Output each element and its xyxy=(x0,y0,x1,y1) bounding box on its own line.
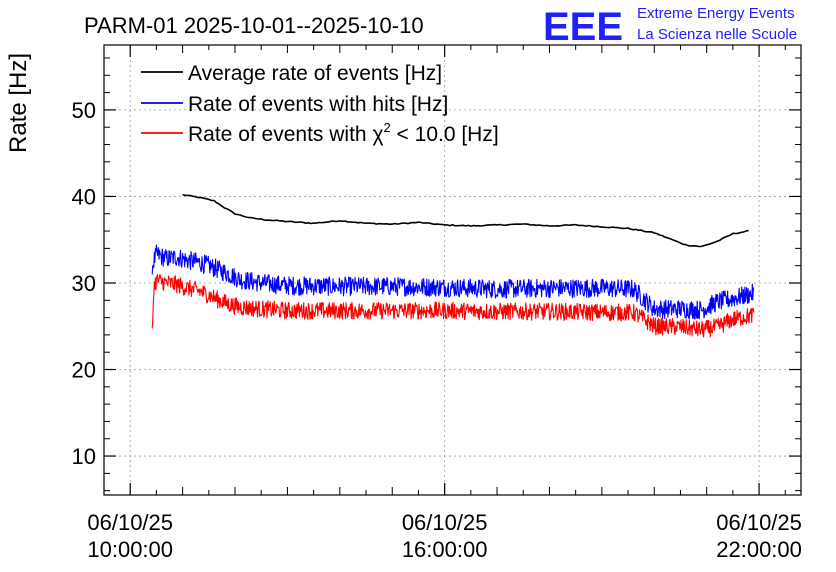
series-line-chi2-rate xyxy=(151,273,755,338)
legend-chi-superscript: 2 xyxy=(383,120,390,135)
y-tick-label: 20 xyxy=(72,358,96,383)
x-tick-label-time: 22:00:00 xyxy=(716,537,802,562)
legend: Average rate of events [Hz] Rate of even… xyxy=(141,62,499,146)
series-line-hits-rate xyxy=(151,244,755,320)
data-series xyxy=(151,193,755,338)
x-tick-label-date: 06/10/25 xyxy=(87,510,173,535)
legend-chi2-suffix: < 10.0 [Hz] xyxy=(391,123,499,146)
plot-frame xyxy=(103,44,802,496)
legend-chi2-prefix: Rate of events with xyxy=(188,123,372,146)
brand-line-2: La Scienza nelle Scuole xyxy=(637,26,797,43)
x-tick-label-date: 06/10/25 xyxy=(402,510,488,535)
axis-ticks: 102030405006/10/2510:00:0006/10/2516:00:… xyxy=(72,45,802,562)
series-line-average-rate xyxy=(182,193,749,248)
eee-logo: EEE Extreme Energy Events La Scienza nel… xyxy=(543,5,797,49)
legend-label-average: Average rate of events [Hz] xyxy=(188,62,442,85)
legend-label-hits: Rate of events with hits [Hz] xyxy=(188,93,448,116)
x-tick-label-date: 06/10/25 xyxy=(716,510,802,535)
chart-title: PARM-01 2025-10-01--2025-10-10 xyxy=(84,13,424,38)
x-tick-label-time: 16:00:00 xyxy=(402,537,488,562)
y-axis-label: Rate [Hz] xyxy=(5,53,32,153)
y-tick-label: 10 xyxy=(72,444,96,469)
x-tick-label-time: 10:00:00 xyxy=(87,537,173,562)
brand-line-1: Extreme Energy Events xyxy=(637,5,795,22)
y-tick-label: 40 xyxy=(72,184,96,209)
legend-chi-symbol: χ xyxy=(372,123,383,146)
y-tick-label: 30 xyxy=(72,271,96,296)
y-tick-label: 50 xyxy=(72,98,96,123)
logo-text: EEE xyxy=(543,5,623,49)
legend-label-chi2: Rate of events with χ2 < 10.0 [Hz] xyxy=(188,120,499,146)
grid-lines xyxy=(104,45,801,495)
